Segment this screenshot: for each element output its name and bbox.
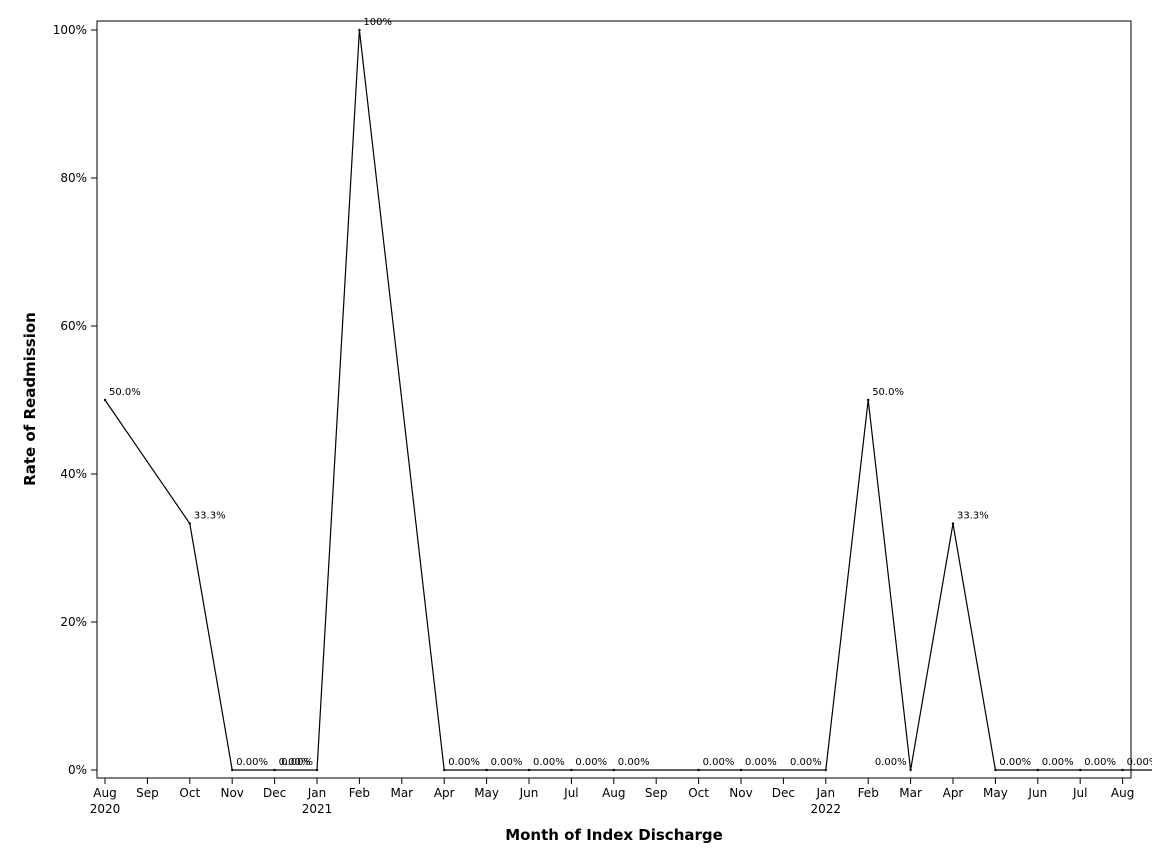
x-tick-label: Jun	[519, 786, 539, 800]
x-axis: Aug 2020 Sep Oct Nov Dec Jan 2021 Feb Mar Apr May Ju…	[90, 778, 1134, 816]
x-tick-label: Jun	[1027, 786, 1047, 800]
data-label: 0.00%	[703, 757, 735, 768]
data-label: 0.00%	[1084, 757, 1116, 768]
data-label: 50.0%	[109, 387, 141, 398]
data-label: 0.00%	[281, 757, 313, 768]
data-label: 0.00%	[533, 757, 565, 768]
x-tick-label: Sep	[136, 786, 159, 800]
data-point	[315, 768, 319, 772]
x-tick-label: Oct	[179, 786, 200, 800]
data-point	[739, 768, 743, 772]
x-tick-label: Jan	[816, 786, 836, 800]
x-tick-label: Jan	[307, 786, 327, 800]
data-label: 0.00%	[999, 757, 1031, 768]
data-label: 0.00%	[875, 757, 907, 768]
data-label: 0.00%	[236, 757, 268, 768]
x-tick-label: Feb	[349, 786, 370, 800]
x-tick-year-label: 2021	[302, 802, 333, 816]
data-label: 0.00%	[279, 757, 311, 768]
data-label: 50.0%	[872, 387, 904, 398]
data-point	[443, 768, 446, 772]
data-label: 0.00%	[1127, 757, 1152, 768]
y-tick-label: 60%	[60, 319, 87, 333]
x-tick-label: Nov	[729, 786, 752, 800]
data-point	[951, 522, 955, 525]
data-label: 100%	[363, 17, 392, 28]
data-point	[358, 28, 361, 32]
x-tick-label: Nov	[220, 786, 243, 800]
data-point	[1121, 768, 1124, 772]
x-tick-label: Sep	[645, 786, 668, 800]
data-point	[188, 522, 191, 525]
data-point	[231, 768, 234, 772]
y-tick-label: 20%	[60, 615, 87, 629]
data-label: 0.00%	[745, 757, 777, 768]
x-tick-label: Apr	[434, 786, 455, 800]
data-point	[612, 768, 615, 772]
data-point	[1036, 768, 1040, 772]
x-tick-label: Aug	[602, 786, 625, 800]
data-point	[527, 768, 531, 772]
x-tick-label: Oct	[688, 786, 709, 800]
data-label: 33.3%	[957, 511, 989, 522]
data-label: 0.00%	[491, 757, 523, 768]
data-label: 33.3%	[194, 511, 226, 522]
data-point	[1079, 768, 1082, 772]
series-layer	[103, 28, 1152, 772]
x-tick-year-label: 2020	[90, 802, 121, 816]
y-tick-label: 40%	[60, 467, 87, 481]
series-line	[104, 29, 1152, 771]
x-axis-title: Month of Index Discharge	[505, 826, 723, 844]
y-tick-label: 0%	[68, 763, 87, 777]
x-tick-label: Aug	[1111, 786, 1134, 800]
x-tick-year-label: 2022	[811, 802, 842, 816]
x-tick-label: Apr	[943, 786, 964, 800]
data-point	[570, 768, 573, 772]
x-tick-label: Dec	[263, 786, 286, 800]
x-tick-label: Feb	[858, 786, 879, 800]
data-point	[485, 768, 488, 772]
data-label: 0.00%	[575, 757, 607, 768]
plot-frame	[96, 20, 1132, 779]
data-point	[994, 768, 997, 772]
data-label: 0.00%	[618, 757, 650, 768]
x-tick-label: May	[983, 786, 1008, 800]
x-tick-label: Dec	[772, 786, 795, 800]
x-tick-label: Aug	[93, 786, 116, 800]
data-labels: 50.0% 33.3% 0.00% 0.00% 0.00% 100% 0.00% 0.00% 0…	[109, 17, 1152, 768]
data-point	[697, 768, 700, 772]
y-tick-label: 80%	[60, 171, 87, 185]
x-tick-label: Mar	[390, 786, 413, 800]
data-point	[103, 398, 107, 402]
data-label: 0.00%	[1042, 757, 1074, 768]
y-axis-title: Rate of Readmission	[21, 312, 39, 486]
data-point	[867, 398, 870, 402]
data-point	[273, 768, 276, 772]
x-tick-label: Jul	[1072, 786, 1087, 800]
y-tick-label: 100%	[53, 23, 87, 37]
data-point	[909, 768, 912, 772]
data-point	[824, 768, 827, 772]
x-tick-label: Mar	[899, 786, 922, 800]
data-label: 0.00%	[790, 757, 822, 768]
data-label: 0.00%	[448, 757, 480, 768]
y-axis: 0% 20% 40% 60% 80% 100%	[53, 23, 97, 777]
x-tick-label: Jul	[563, 786, 578, 800]
x-tick-label: May	[474, 786, 499, 800]
